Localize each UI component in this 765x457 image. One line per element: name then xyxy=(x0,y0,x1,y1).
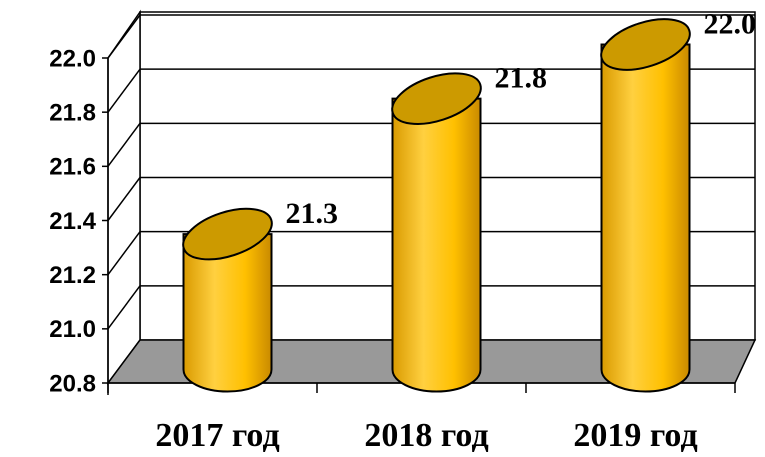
y-tick-label: 21.6 xyxy=(49,154,96,181)
bar xyxy=(391,72,482,393)
bar-body xyxy=(391,97,482,393)
grid-line xyxy=(107,14,141,59)
side-wall xyxy=(107,9,141,386)
y-tick-label: 21.4 xyxy=(49,208,96,235)
grid-line xyxy=(107,231,141,276)
bar-body xyxy=(600,43,691,393)
y-tick-label: 21.2 xyxy=(49,262,96,289)
bar xyxy=(600,18,691,393)
value-label: 22.0 xyxy=(704,7,757,40)
x-tick-label: 2017 год xyxy=(155,417,279,454)
value-label: 21.8 xyxy=(495,62,548,95)
grid-line xyxy=(107,177,141,221)
grid-line xyxy=(107,122,141,167)
bar-body xyxy=(182,233,273,393)
y-tick-label: 21.8 xyxy=(49,100,96,127)
bar-top xyxy=(182,207,273,261)
y-tick-label: 21.0 xyxy=(49,316,96,343)
value-label: 21.3 xyxy=(286,197,339,230)
x-tick-label: 2018 год xyxy=(364,417,488,454)
grid-line xyxy=(107,285,141,330)
y-tick-label: 22.0 xyxy=(49,45,96,72)
bar-top xyxy=(391,72,482,125)
bar xyxy=(182,207,273,393)
grid-line xyxy=(107,68,141,113)
x-tick-label: 2019 год xyxy=(573,417,697,454)
bar-top xyxy=(600,18,691,71)
y-tick-label: 20.8 xyxy=(49,370,96,397)
